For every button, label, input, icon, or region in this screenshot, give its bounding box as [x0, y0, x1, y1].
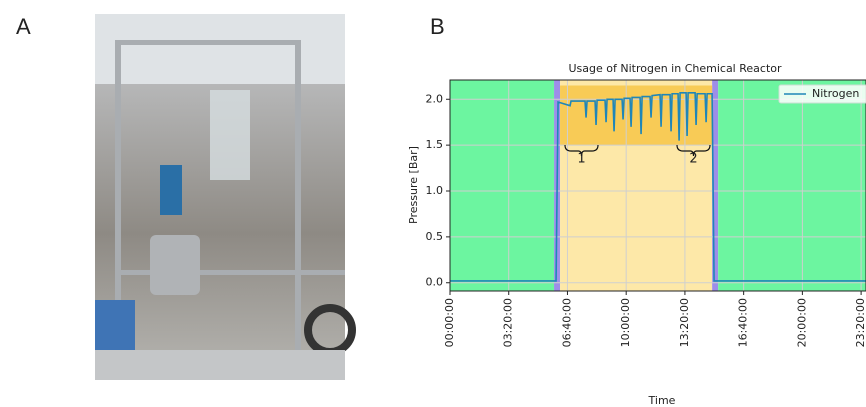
annotation-label: 2: [689, 152, 697, 167]
x-tick-label: 10:00:00: [619, 298, 632, 347]
x-tick-label: 20:00:00: [795, 298, 808, 347]
x-tick-label: 03:20:00: [502, 298, 515, 347]
shaded-region: [450, 80, 555, 291]
chart-title: Usage of Nitrogen in Chemical Reactor: [568, 62, 782, 75]
plot-area: [450, 80, 866, 291]
data-line: [450, 92, 866, 282]
annotation-brace: [676, 144, 711, 157]
x-tick-label: 00:00:00: [443, 298, 456, 347]
shaded-region: [718, 80, 866, 291]
y-tick-label: 1.5: [426, 138, 444, 151]
plot-frame: [449, 79, 866, 292]
annotation-brace: [564, 144, 599, 157]
x-axis-label: Time: [648, 394, 676, 407]
x-tick-label: 13:20:00: [678, 298, 691, 347]
x-tick-label: 06:40:00: [560, 298, 573, 347]
panel-label: B: [430, 14, 445, 39]
x-tick-label: 23:20:00: [854, 298, 866, 347]
x-tick-label: 16:40:00: [737, 298, 750, 347]
legend-box: [778, 84, 866, 104]
y-tick-label: 0.5: [426, 230, 444, 243]
reactor-photo: [95, 14, 356, 380]
legend-label: Nitrogen: [812, 87, 859, 100]
highlight-box: [560, 85, 713, 146]
shaded-region: [712, 80, 719, 291]
annotation-label: 1: [577, 152, 585, 167]
y-tick-label: 1.0: [426, 184, 444, 197]
y-axis-label: Pressure [Bar]: [407, 146, 420, 224]
y-tick-label: 2.0: [426, 92, 444, 105]
panel-label: A: [16, 14, 31, 39]
y-tick-label: 0.0: [426, 276, 444, 289]
